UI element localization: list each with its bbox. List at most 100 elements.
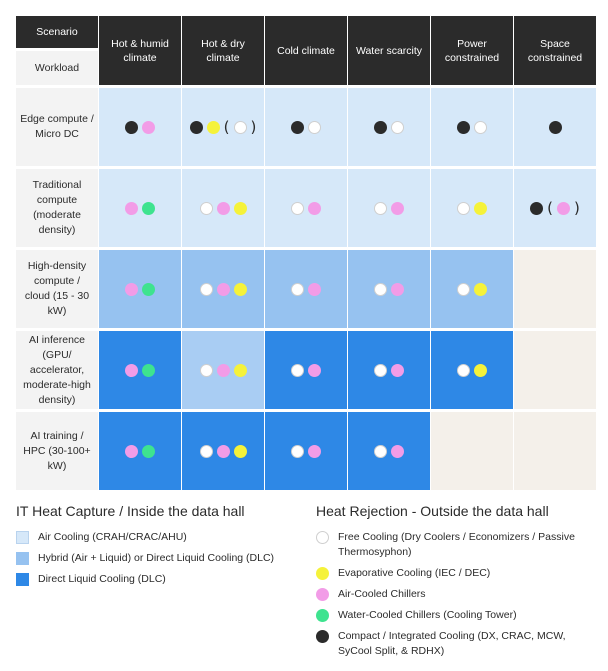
column-header-space-constrained: Space constrained: [514, 16, 596, 85]
matrix-cell: [265, 88, 347, 166]
legend-item-evaporative: Evaporative Cooling (IEC / DEC): [316, 566, 596, 581]
legend-label: Hybrid (Air + Liquid) or Direct Liquid C…: [38, 552, 275, 564]
white-dot-icon: [233, 120, 247, 134]
legend-right-title: Heat Rejection - Outside the data hall: [316, 503, 549, 519]
parenthesis: (: [223, 117, 230, 136]
matrix-cell: [265, 169, 347, 247]
yellow-dot-icon: [233, 201, 247, 215]
workload-header: Workload: [16, 51, 98, 85]
pink-dot-icon: [125, 363, 138, 377]
parenthesis: (: [547, 198, 553, 217]
dlc-swatch: [16, 573, 29, 586]
matrix-cell: [514, 331, 596, 409]
matrix-cell: [265, 331, 347, 409]
green-dot-icon: [316, 609, 329, 622]
black-dot-icon: [316, 630, 329, 643]
legend-item-air: Air Cooling (CRAH/CRAC/AHU): [16, 530, 306, 545]
column-header-hot-dry: Hot & dry climate: [182, 16, 264, 85]
pink-dot-icon: [125, 444, 138, 458]
pink-dot-icon: [308, 363, 321, 377]
row-label: High-density compute / cloud (15 - 30 kW…: [16, 250, 98, 328]
legend-label: Direct Liquid Cooling (DLC): [38, 573, 166, 585]
legend-item-compact: Compact / Integrated Cooling (DX, CRAC, …: [316, 629, 596, 659]
matrix-cell: [99, 250, 181, 328]
matrix-cell: [99, 331, 181, 409]
pink-dot-icon: [216, 201, 230, 215]
matrix-cell: (): [182, 88, 264, 166]
white-dot-icon: [457, 201, 470, 215]
white-dot-icon: [316, 531, 329, 544]
black-dot-icon: [374, 120, 387, 134]
parenthesis: ): [250, 117, 257, 136]
matrix-cell: [348, 88, 430, 166]
legend-label: Air Cooling (CRAH/CRAC/AHU): [38, 531, 187, 543]
pink-dot-icon: [308, 282, 321, 296]
white-dot-icon: [199, 201, 213, 215]
matrix-cell: [265, 250, 347, 328]
black-dot-icon: [125, 120, 138, 134]
white-dot-icon: [199, 363, 213, 377]
black-dot-icon: [291, 120, 304, 134]
column-header-water-scarcity: Water scarcity: [348, 16, 430, 85]
matrix-cell: [514, 88, 596, 166]
legend-left-title: IT Heat Capture / Inside the data hall: [16, 503, 245, 519]
legend-label: Evaporative Cooling (IEC / DEC): [338, 567, 491, 579]
pink-dot-icon: [316, 588, 329, 601]
black-dot-icon: [548, 120, 562, 134]
yellow-dot-icon: [474, 282, 487, 296]
legend-item-air-chillers: Air-Cooled Chillers: [316, 587, 596, 602]
green-dot-icon: [142, 201, 155, 215]
white-dot-icon: [199, 444, 213, 458]
matrix-cell: [431, 412, 513, 490]
legend-label: Compact / Integrated Cooling (DX, CRAC, …: [338, 630, 566, 657]
row-label: AI training / HPC (30-100+ kW): [16, 412, 98, 490]
pink-dot-icon: [391, 363, 404, 377]
column-header-power-constrained: Power constrained: [431, 16, 513, 85]
pink-dot-icon: [308, 444, 321, 458]
green-dot-icon: [142, 282, 155, 296]
pink-dot-icon: [216, 363, 230, 377]
yellow-dot-icon: [474, 363, 487, 377]
green-dot-icon: [142, 444, 155, 458]
cooling-matrix: Scenario Hot & humid climate Hot & dry c…: [16, 16, 596, 490]
scenario-header: Scenario: [16, 16, 98, 48]
matrix-cell: [514, 412, 596, 490]
black-dot-icon: [530, 201, 544, 215]
black-dot-icon: [457, 120, 470, 134]
white-dot-icon: [291, 444, 304, 458]
legend-item-water-chillers: Water-Cooled Chillers (Cooling Tower): [316, 608, 596, 623]
matrix-cell: (): [514, 169, 596, 247]
yellow-dot-icon: [233, 363, 247, 377]
green-dot-icon: [142, 363, 155, 377]
yellow-dot-icon: [474, 201, 487, 215]
white-dot-icon: [391, 120, 404, 134]
pink-dot-icon: [125, 201, 138, 215]
legend-label: Air-Cooled Chillers: [338, 588, 426, 600]
legend-right: Free Cooling (Dry Coolers / Economizers …: [316, 530, 596, 665]
matrix-cell: [348, 250, 430, 328]
legend-left: Air Cooling (CRAH/CRAC/AHU) Hybrid (Air …: [16, 530, 306, 593]
column-header-hot-humid: Hot & humid climate: [99, 16, 181, 85]
pink-dot-icon: [216, 282, 230, 296]
column-header-cold: Cold climate: [265, 16, 347, 85]
matrix-cell: [99, 169, 181, 247]
yellow-dot-icon: [316, 567, 329, 580]
white-dot-icon: [374, 282, 387, 296]
pink-dot-icon: [391, 201, 404, 215]
matrix-cell: [265, 412, 347, 490]
legend-item-free-cooling: Free Cooling (Dry Coolers / Economizers …: [316, 530, 596, 560]
matrix-cell: [348, 412, 430, 490]
matrix-cell: [348, 169, 430, 247]
matrix-cell: [182, 250, 264, 328]
yellow-dot-icon: [233, 444, 247, 458]
air-cooling-swatch: [16, 531, 29, 544]
white-dot-icon: [291, 201, 304, 215]
white-dot-icon: [457, 282, 470, 296]
legend-label: Free Cooling (Dry Coolers / Economizers …: [338, 531, 575, 558]
white-dot-icon: [308, 120, 321, 134]
pink-dot-icon: [391, 282, 404, 296]
white-dot-icon: [374, 363, 387, 377]
hybrid-cooling-swatch: [16, 552, 29, 565]
white-dot-icon: [457, 363, 470, 377]
matrix-cell: [182, 169, 264, 247]
